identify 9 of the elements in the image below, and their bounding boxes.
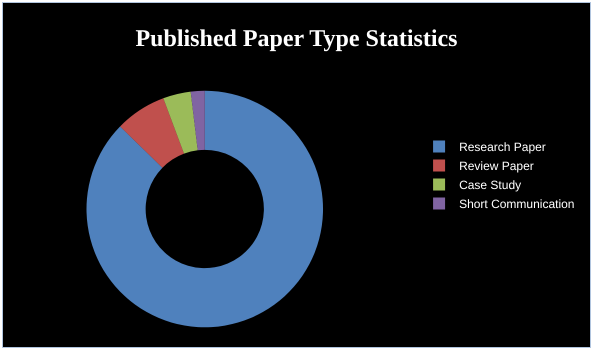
- donut-slice: [86, 90, 323, 328]
- donut-slice: [120, 98, 184, 168]
- donut-slice: [190, 90, 205, 150]
- chart-title: Published Paper Type Statistics: [135, 26, 458, 52]
- legend-label: Case Study: [459, 178, 522, 192]
- donut-slice: [163, 92, 198, 154]
- legend-label: Review Paper: [459, 159, 534, 174]
- legend-label: Research Paper: [459, 140, 546, 154]
- legend-label: Short Communication: [459, 197, 574, 212]
